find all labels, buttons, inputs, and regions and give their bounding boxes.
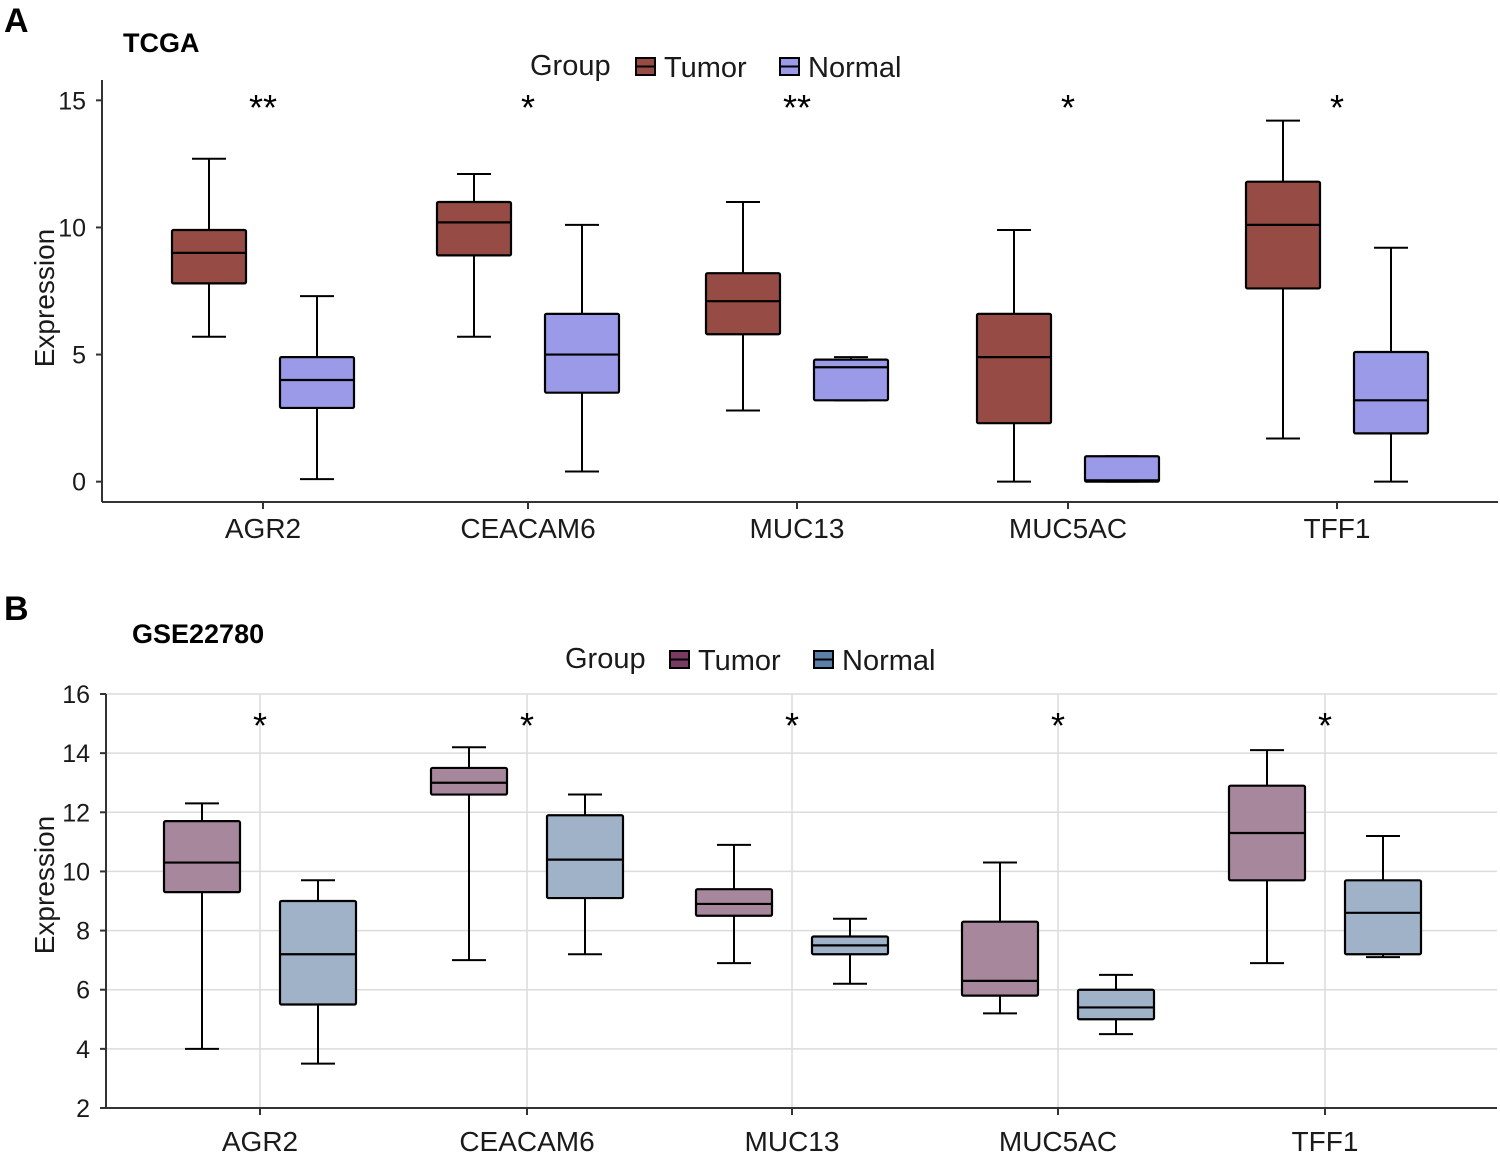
panel-a-series-tumor: [170, 119, 1322, 483]
box-iqr: [1076, 988, 1156, 1021]
panel-a-box-normal-agr2: [278, 295, 356, 481]
panel-b-letter: B: [4, 590, 29, 628]
panel-a-significance-label: *: [1330, 87, 1344, 128]
panel-b-y-tick-label: 12: [62, 799, 90, 827]
panel-a-legend-label-normal: Normal: [808, 52, 901, 84]
panel-b-title: GSE22780: [132, 619, 264, 649]
panel-b-x-tick-label: MUC5AC: [999, 1126, 1117, 1157]
panel-a-significance-label: *: [1061, 87, 1075, 128]
panel-a-box-tumor-ceacam6: [435, 173, 513, 338]
panel-a-box-normal-ceacam6: [543, 223, 621, 473]
panel-b-box-tumor-ceacam6: [429, 746, 509, 962]
panel-a-legend-key-normal: [779, 57, 800, 76]
panel-a-box-tumor-tff1: [1244, 119, 1322, 440]
panel-b-y-axis-label: Expression: [29, 816, 60, 955]
panel-a-y-axis-label: Expression: [29, 229, 60, 368]
box-iqr: [704, 272, 782, 336]
box-iqr: [1352, 350, 1430, 435]
panel-b-significance-label: *: [520, 705, 534, 746]
box-iqr: [960, 920, 1040, 997]
panel-a: A TCGA Group Tumor Normal Expression 0 5 1…: [4, 2, 1498, 544]
box-iqr: [1083, 455, 1161, 483]
panel-b: B GSE22780 Group Tumor Normal Expression…: [4, 590, 1497, 1157]
panel-b-x-tick-label: TFF1: [1292, 1126, 1359, 1157]
box-iqr: [170, 228, 248, 285]
panel-a-x-tick-label: TFF1: [1304, 513, 1371, 544]
panel-b-series-normal: [278, 793, 1423, 1065]
panel-a-box-tumor-muc5ac: [975, 228, 1053, 483]
panel-a-box-normal-tff1: [1352, 246, 1430, 483]
panel-b-legend-key-tumor: [669, 650, 690, 669]
panel-a-plot: 0 5 10 15 AGR2 ** CEACAM6 * MUC13 ** MUC5AC * TFF1 *: [58, 80, 1498, 544]
panel-b-x-tick-label: AGR2: [222, 1126, 298, 1157]
panel-a-box-normal-muc13: [812, 356, 890, 402]
panel-a-legend-key-tumor: [635, 57, 656, 76]
panel-b-box-normal-tff1: [1343, 834, 1423, 959]
box-iqr: [545, 814, 625, 900]
panel-a-significance-label: *: [521, 87, 535, 128]
panel-b-box-normal-muc13: [810, 917, 890, 985]
box-iqr: [278, 899, 358, 1006]
panel-a-x-tick-label: AGR2: [225, 513, 301, 544]
panel-b-y-tick-label: 14: [62, 740, 90, 768]
panel-a-box-tumor-agr2: [170, 157, 248, 338]
panel-b-legend-label-normal: Normal: [842, 645, 935, 677]
panel-a-legend-label-tumor: Tumor: [664, 52, 747, 84]
panel-a-x-tick-label: MUC5AC: [1009, 513, 1127, 544]
panel-b-y-tick-label: 6: [76, 977, 90, 1005]
panel-b-significance-label: *: [1318, 705, 1332, 746]
panel-b-box-normal-muc5ac: [1076, 973, 1156, 1036]
panel-a-significance-label: **: [249, 87, 277, 128]
panel-a-y-tick-label: 10: [58, 214, 86, 242]
panel-a-box-normal-muc5ac: [1083, 455, 1161, 483]
panel-a-legend: Group Tumor Normal: [530, 50, 901, 84]
panel-b-box-normal-agr2: [278, 879, 358, 1065]
panel-b-series-tumor: [162, 746, 1307, 1050]
panel-b-y-tick-label: 2: [76, 1095, 90, 1123]
panel-b-legend-key-normal: [813, 650, 834, 669]
panel-b-box-normal-ceacam6: [545, 793, 625, 956]
box-iqr: [435, 200, 513, 257]
box-iqr: [543, 312, 621, 394]
panel-b-box-tumor-agr2: [162, 802, 242, 1050]
panel-b-y-tick-label: 10: [62, 858, 90, 886]
panel-b-significance-label: *: [785, 705, 799, 746]
box-iqr: [162, 820, 242, 894]
panel-b-box-tumor-tff1: [1227, 749, 1307, 965]
panel-a-significance-label: **: [783, 87, 811, 128]
panel-a-title: TCGA: [123, 28, 200, 58]
panel-a-legend-title: Group: [530, 50, 611, 82]
box-iqr: [1343, 879, 1423, 956]
panel-a-series-normal: [278, 223, 1430, 483]
panel-b-legend-title: Group: [565, 643, 646, 675]
box-iqr: [975, 312, 1053, 425]
panel-b-plot: 2 4 6 8 10 12 14 16 AGR2 * CEACAM6 * MUC13 * MUC5AC * TF…: [62, 681, 1497, 1157]
panel-b-significance-label: *: [253, 705, 267, 746]
box-iqr: [812, 358, 890, 402]
panel-a-letter: A: [4, 2, 29, 40]
box-iqr: [1244, 180, 1322, 290]
panel-b-y-tick-label: 8: [76, 918, 90, 946]
panel-b-x-tick-label: CEACAM6: [459, 1126, 594, 1157]
panel-b-box-tumor-muc13: [694, 843, 774, 965]
panel-b-legend-label-tumor: Tumor: [698, 645, 781, 677]
panel-a-y-tick-label: 0: [72, 469, 86, 497]
panel-a-x-tick-label: CEACAM6: [460, 513, 595, 544]
panel-a-x-tick-label: MUC13: [750, 513, 845, 544]
box-iqr: [429, 766, 509, 796]
box-iqr: [694, 888, 774, 917]
panel-b-y-tick-label: 16: [62, 681, 90, 709]
panel-a-y-tick-label: 15: [58, 87, 86, 115]
panel-b-significance-label: *: [1051, 705, 1065, 746]
panel-b-y-tick-label: 4: [76, 1036, 90, 1064]
panel-a-y-tick-label: 5: [72, 342, 86, 370]
panel-b-x-tick-label: MUC13: [745, 1126, 840, 1157]
panel-b-box-tumor-muc5ac: [960, 861, 1040, 1015]
box-iqr: [278, 355, 356, 410]
panel-b-legend: Group Tumor Normal: [565, 643, 935, 677]
panel-a-box-tumor-muc13: [704, 201, 782, 412]
